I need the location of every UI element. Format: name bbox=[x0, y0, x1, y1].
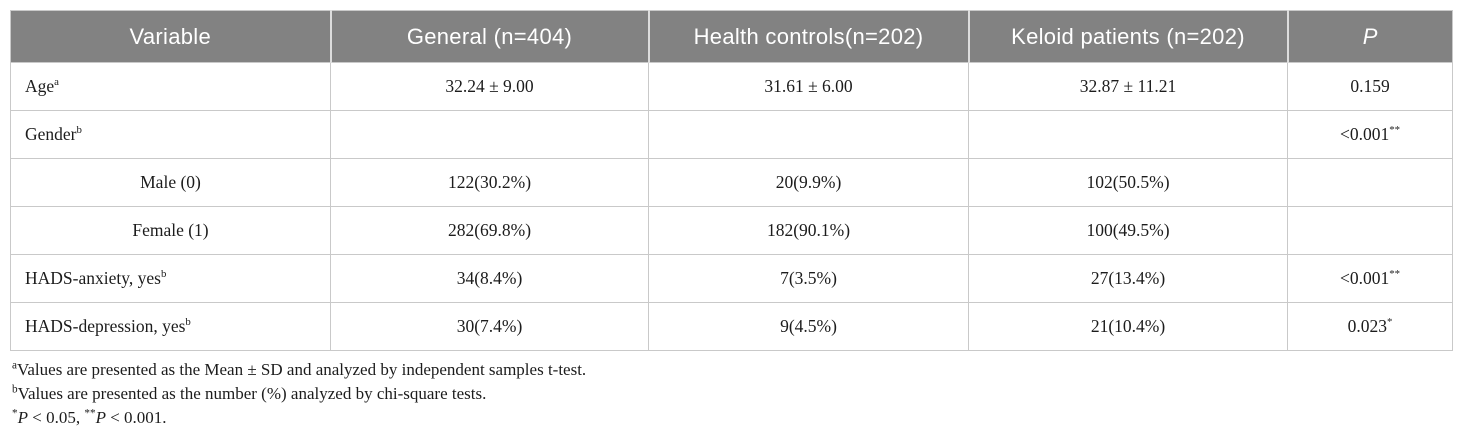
health-controls-cell bbox=[648, 110, 969, 159]
variable-label: Female (1) bbox=[132, 220, 209, 240]
table-header: Variable General (n=404) Health controls… bbox=[10, 10, 1453, 63]
table-row-hads-depression: HADS-depression, yesb 30(7.4%) 9(4.5%) 2… bbox=[10, 302, 1453, 351]
p-value: <0.001 bbox=[1339, 124, 1390, 144]
table-row-male: Male (0) 122(30.2%) 20(9.9%) 102(50.5%) bbox=[10, 158, 1453, 207]
column-header-p-value: P bbox=[1286, 10, 1453, 63]
variable-label: Gender bbox=[25, 124, 77, 144]
p-symbol: P bbox=[17, 408, 28, 427]
column-header-general: General (n=404) bbox=[329, 10, 649, 63]
footnote-a-marker: a bbox=[12, 359, 17, 372]
p-value: <0.001 bbox=[1339, 268, 1390, 288]
keloid-patients-cell: 32.87 ± 11.21 bbox=[968, 62, 1288, 111]
p-value-cell bbox=[1287, 206, 1453, 255]
p-symbol: P bbox=[95, 408, 106, 427]
statistics-table: Variable General (n=404) Health controls… bbox=[10, 10, 1453, 351]
table-row-gender: Genderb <0.001** bbox=[10, 110, 1453, 159]
keloid-patients-cell: 21(10.4%) bbox=[968, 302, 1288, 351]
p-value: 0.023 bbox=[1347, 316, 1387, 336]
p-value-cell: <0.001** bbox=[1287, 110, 1453, 159]
significance-stars: * bbox=[1386, 316, 1393, 329]
general-cell: 30(7.4%) bbox=[330, 302, 649, 351]
health-controls-cell: 9(4.5%) bbox=[648, 302, 969, 351]
variable-label: Male (0) bbox=[140, 172, 201, 192]
footnote-b-text: Values are presented as the number (%) a… bbox=[17, 384, 487, 403]
significance-threshold-2: < 0.001. bbox=[105, 408, 167, 427]
p-value-cell: <0.001** bbox=[1287, 254, 1453, 303]
footnote-a: aValues are presented as the Mean ± SD a… bbox=[12, 358, 1452, 382]
variable-label: HADS-depression, yes bbox=[25, 316, 186, 336]
table-footnotes: aValues are presented as the Mean ± SD a… bbox=[12, 358, 1452, 430]
variable-label: Age bbox=[25, 76, 55, 96]
health-controls-cell: 31.61 ± 6.00 bbox=[648, 62, 969, 111]
variable-cell: Male (0) bbox=[10, 158, 331, 207]
column-header-variable: Variable bbox=[10, 10, 331, 63]
variable-cell: HADS-depression, yesb bbox=[10, 302, 331, 351]
column-header-keloid-patients: Keloid patients (n=202) bbox=[967, 10, 1288, 63]
p-value-cell: 0.159 bbox=[1287, 62, 1453, 111]
header-row: Variable General (n=404) Health controls… bbox=[10, 10, 1453, 63]
p-value-cell bbox=[1287, 158, 1453, 207]
general-cell: 282(69.8%) bbox=[330, 206, 649, 255]
footnote-significance: *P < 0.05, **P < 0.001. bbox=[12, 406, 1452, 430]
health-controls-cell: 20(9.9%) bbox=[648, 158, 969, 207]
health-controls-cell: 182(90.1%) bbox=[648, 206, 969, 255]
significance-stars: ** bbox=[1389, 124, 1401, 137]
p-value-cell: 0.023* bbox=[1287, 302, 1453, 351]
general-cell bbox=[330, 110, 649, 159]
health-controls-cell: 7(3.5%) bbox=[648, 254, 969, 303]
footnote-b: bValues are presented as the number (%) … bbox=[12, 382, 1452, 406]
table-row-female: Female (1) 282(69.8%) 182(90.1%) 100(49.… bbox=[10, 206, 1453, 255]
footnote-marker: a bbox=[54, 76, 59, 89]
p-value: 0.159 bbox=[1350, 76, 1390, 96]
footnote-marker: b bbox=[76, 124, 82, 137]
footnote-marker: b bbox=[185, 316, 191, 329]
footnote-a-text: Values are presented as the Mean ± SD an… bbox=[16, 360, 587, 379]
star-double: ** bbox=[84, 407, 96, 420]
keloid-patients-cell: 27(13.4%) bbox=[968, 254, 1288, 303]
variable-cell: Genderb bbox=[10, 110, 331, 159]
keloid-patients-cell: 102(50.5%) bbox=[968, 158, 1288, 207]
variable-label: HADS-anxiety, yes bbox=[25, 268, 161, 288]
table-body: Agea 32.24 ± 9.00 31.61 ± 6.00 32.87 ± 1… bbox=[10, 62, 1453, 351]
significance-stars: ** bbox=[1389, 268, 1401, 281]
variable-cell: Agea bbox=[10, 62, 331, 111]
variable-cell: HADS-anxiety, yesb bbox=[10, 254, 331, 303]
significance-threshold-1: < 0.05, bbox=[28, 408, 85, 427]
table-row-hads-anxiety: HADS-anxiety, yesb 34(8.4%) 7(3.5%) 27(1… bbox=[10, 254, 1453, 303]
variable-cell: Female (1) bbox=[10, 206, 331, 255]
footnote-b-marker: b bbox=[12, 383, 18, 396]
general-cell: 122(30.2%) bbox=[330, 158, 649, 207]
keloid-patients-cell: 100(49.5%) bbox=[968, 206, 1288, 255]
footnote-marker: b bbox=[160, 268, 167, 281]
general-cell: 34(8.4%) bbox=[330, 254, 649, 303]
table-row-age: Agea 32.24 ± 9.00 31.61 ± 6.00 32.87 ± 1… bbox=[10, 62, 1453, 111]
general-cell: 32.24 ± 9.00 bbox=[330, 62, 649, 111]
column-header-health-controls: Health controls(n=202) bbox=[647, 10, 969, 63]
star-single: * bbox=[12, 407, 18, 420]
keloid-patients-cell bbox=[968, 110, 1288, 159]
